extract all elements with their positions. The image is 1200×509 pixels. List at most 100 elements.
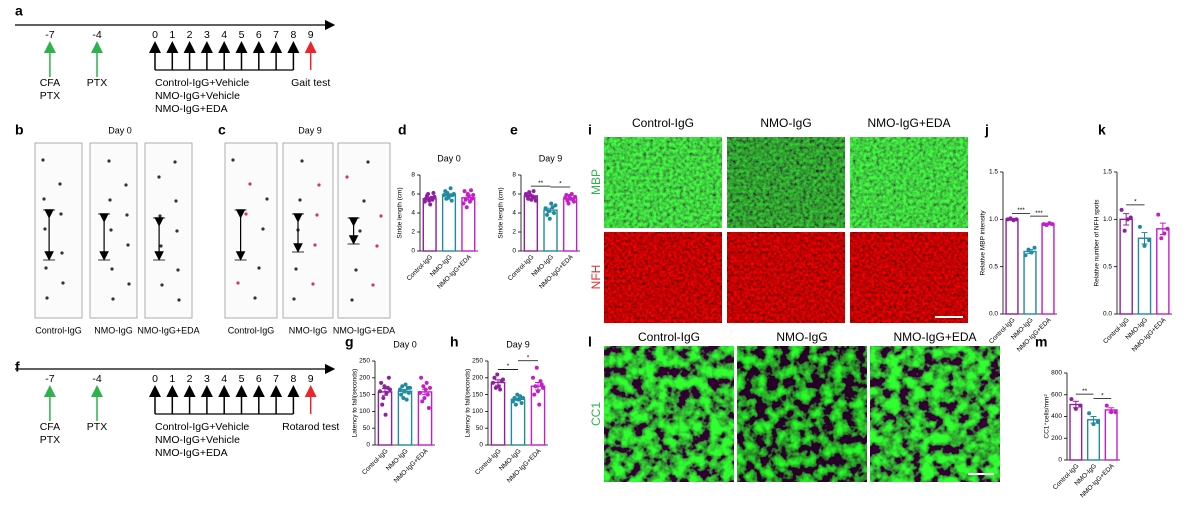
day-label: 4 (221, 373, 227, 385)
y-tick-label: 6 (512, 191, 516, 198)
data-point (533, 198, 538, 203)
data-point (519, 401, 524, 405)
paw-print (313, 243, 317, 247)
paw-print (311, 282, 315, 286)
day-label: 6 (256, 373, 262, 385)
data-point (552, 211, 557, 215)
day-label: 1 (169, 29, 175, 41)
bar (461, 197, 476, 252)
paw-print (58, 182, 62, 186)
group-label: NMO-IgG+Vehicle (155, 434, 240, 446)
day-label: 8 (290, 29, 296, 41)
data-point (1128, 215, 1133, 220)
data-point (1119, 207, 1124, 212)
paw-print (174, 199, 178, 203)
y-tick-label: 1.0 (1103, 216, 1112, 223)
data-point (498, 387, 503, 392)
footprint-group: NMO-IgG (289, 325, 328, 335)
column-title: NMO-IgG+EDA (867, 116, 950, 130)
day-label: 7 (273, 373, 279, 385)
day-label: 7 (273, 29, 279, 41)
paw-print (108, 198, 112, 202)
data-point (471, 192, 476, 197)
data-point (424, 380, 429, 385)
footprint-title: Day 0 (108, 125, 132, 135)
x-tick-label: Control-IgG (406, 254, 435, 283)
column-title: Control-IgG (638, 330, 700, 344)
day-label: -7 (45, 373, 54, 385)
test-label: Gait test (291, 77, 330, 89)
x-tick-label: Control-IgG (361, 448, 390, 477)
bar (1119, 218, 1133, 315)
group-label: NMO-IgG+EDA (155, 447, 228, 459)
data-point (430, 197, 435, 202)
data-point (1122, 228, 1127, 233)
y-tick-label: 200 (1051, 435, 1062, 442)
data-point (491, 380, 495, 385)
paw-print (157, 175, 161, 179)
chart-title: Day 9 (539, 153, 563, 163)
y-axis-label: Latency to fall(seconds) (465, 369, 472, 438)
paw-print (175, 229, 179, 233)
row-label: NFH (589, 265, 603, 290)
paw-print (173, 160, 177, 164)
paw-print (315, 213, 319, 217)
y-tick-label: 200 (472, 375, 483, 382)
panel-label: d (398, 122, 407, 138)
day-label: 9 (308, 29, 314, 41)
day-label: 5 (239, 373, 245, 385)
paw-print (244, 212, 248, 216)
column-title: NMO-IgG (760, 116, 811, 130)
y-tick-label: 1.5 (1103, 169, 1112, 176)
paw-print (159, 244, 163, 248)
paw-print (125, 213, 129, 217)
paw-print (158, 214, 162, 218)
data-point (448, 186, 453, 191)
panel-label: m (1035, 334, 1047, 350)
bar (523, 195, 539, 252)
data-point (1078, 403, 1083, 408)
bar (1137, 237, 1152, 315)
y-tick-label: 150 (472, 391, 483, 398)
x-tick-label: Control-IgG (474, 448, 503, 477)
cc1-image (870, 346, 1000, 482)
test-label: Rotarod test (282, 421, 339, 433)
ptx-label: PTX (87, 421, 107, 433)
data-point (1005, 217, 1010, 222)
paw-print (261, 227, 265, 231)
bar (1041, 223, 1055, 315)
bar (441, 194, 457, 252)
y-tick-label: 2 (411, 229, 415, 236)
data-point (384, 390, 389, 395)
row-label: CC1 (589, 402, 603, 426)
data-point (1087, 411, 1092, 416)
day-label: 0 (152, 29, 158, 41)
induction-label: CFA (40, 421, 60, 433)
data-point (1047, 221, 1052, 226)
paw-print (248, 182, 252, 186)
footprint-image (89, 142, 138, 319)
data-point (406, 390, 411, 395)
paw-print (124, 183, 128, 187)
x-tick-label: Control-IgG (988, 317, 1017, 346)
bar (1104, 409, 1118, 461)
y-tick-label: 100 (472, 408, 483, 415)
paw-print (265, 197, 269, 201)
paw-print (294, 267, 298, 271)
data-point (426, 192, 431, 196)
data-point (564, 192, 569, 197)
panel-label: i (588, 122, 592, 138)
data-point (538, 379, 543, 384)
y-tick-label: 4 (512, 210, 516, 217)
day-label: 5 (239, 29, 245, 41)
data-point (573, 194, 578, 199)
group-label: NMO-IgG+EDA (155, 103, 228, 115)
data-point (1109, 410, 1114, 415)
y-tick-label: 6 (411, 191, 415, 198)
significance-label: * (1101, 392, 1104, 399)
data-point (534, 365, 539, 370)
chart-title: Day 0 (393, 339, 417, 349)
day-label: 8 (290, 373, 296, 385)
data-point (533, 384, 538, 389)
